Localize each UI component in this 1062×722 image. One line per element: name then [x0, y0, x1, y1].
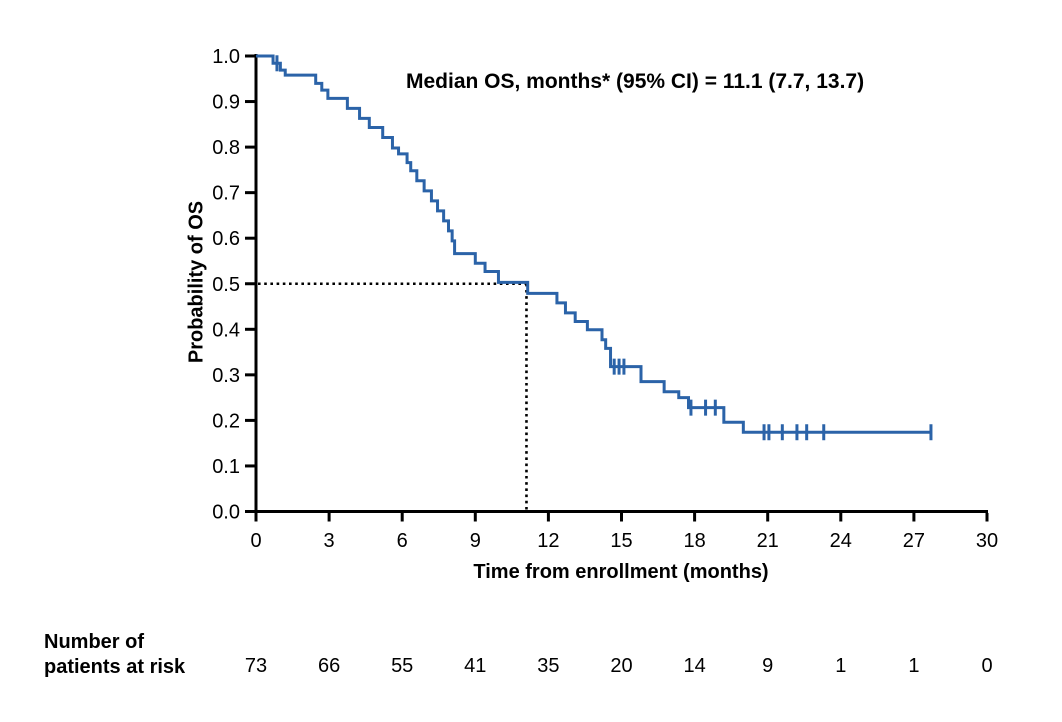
- y-tick-label: 0.5: [212, 274, 240, 296]
- y-tick-label: 0.4: [212, 319, 240, 341]
- x-tick-label: 27: [903, 530, 925, 552]
- risk-count: 9: [762, 655, 773, 677]
- risk-count: 1: [835, 655, 846, 677]
- x-tick-label: 30: [976, 530, 998, 552]
- risk-count: 35: [537, 655, 559, 677]
- x-tick-label: 21: [757, 530, 779, 552]
- risk-count: 14: [683, 655, 705, 677]
- risk-count: 0: [981, 655, 992, 677]
- risk-count: 1: [908, 655, 919, 677]
- x-tick-label: 0: [250, 530, 261, 552]
- x-tick-label: 6: [397, 530, 408, 552]
- y-tick-label: 0.7: [212, 183, 240, 205]
- y-tick-label: 0.3: [212, 365, 240, 387]
- risk-count: 73: [245, 655, 267, 677]
- risk-table-values: 73 66 55 41 35 20 14 9 1 1 0: [245, 655, 993, 677]
- median-os-annotation: Median OS, months* (95% CI) = 11.1 (7.7,…: [406, 70, 865, 93]
- y-tick-label: 0.6: [212, 228, 240, 250]
- y-tick-label: 1.0: [212, 46, 240, 68]
- risk-count: 41: [464, 655, 486, 677]
- risk-table-label: Number of patients at risk: [44, 630, 185, 680]
- survival-curve: [256, 54, 931, 434]
- median-reference-lines: [258, 282, 528, 510]
- risk-count: 66: [318, 655, 340, 677]
- x-tick-label: 15: [610, 530, 632, 552]
- x-tick-label: 18: [683, 530, 705, 552]
- x-axis-title: Time from enrollment (months): [473, 561, 769, 583]
- x-tick-label: 12: [537, 530, 559, 552]
- x-tick-label: 9: [470, 530, 481, 552]
- censor-tick-marks: [275, 55, 933, 441]
- risk-table-label-line1: Number of: [44, 631, 144, 653]
- y-tick-label: 0.8: [212, 137, 240, 159]
- y-tick-label: 0.9: [212, 92, 240, 114]
- y-tick-label: 0.2: [212, 410, 240, 432]
- x-tick-label: 24: [830, 530, 852, 552]
- risk-count: 55: [391, 655, 413, 677]
- y-axis-ticks: 1.0 0.9 0.8 0.7 0.6 0.5 0.4 0.3 0.2 0.1 0.0: [212, 46, 255, 524]
- x-axis-ticks: 0 3 6 9 12 15 18 21 24 27 30: [250, 513, 998, 552]
- risk-table-label-line2: patients at risk: [44, 656, 186, 678]
- y-tick-label: 0.0: [212, 502, 240, 524]
- y-tick-label: 0.1: [212, 456, 240, 478]
- risk-count: 20: [610, 655, 632, 677]
- x-tick-label: 3: [324, 530, 335, 552]
